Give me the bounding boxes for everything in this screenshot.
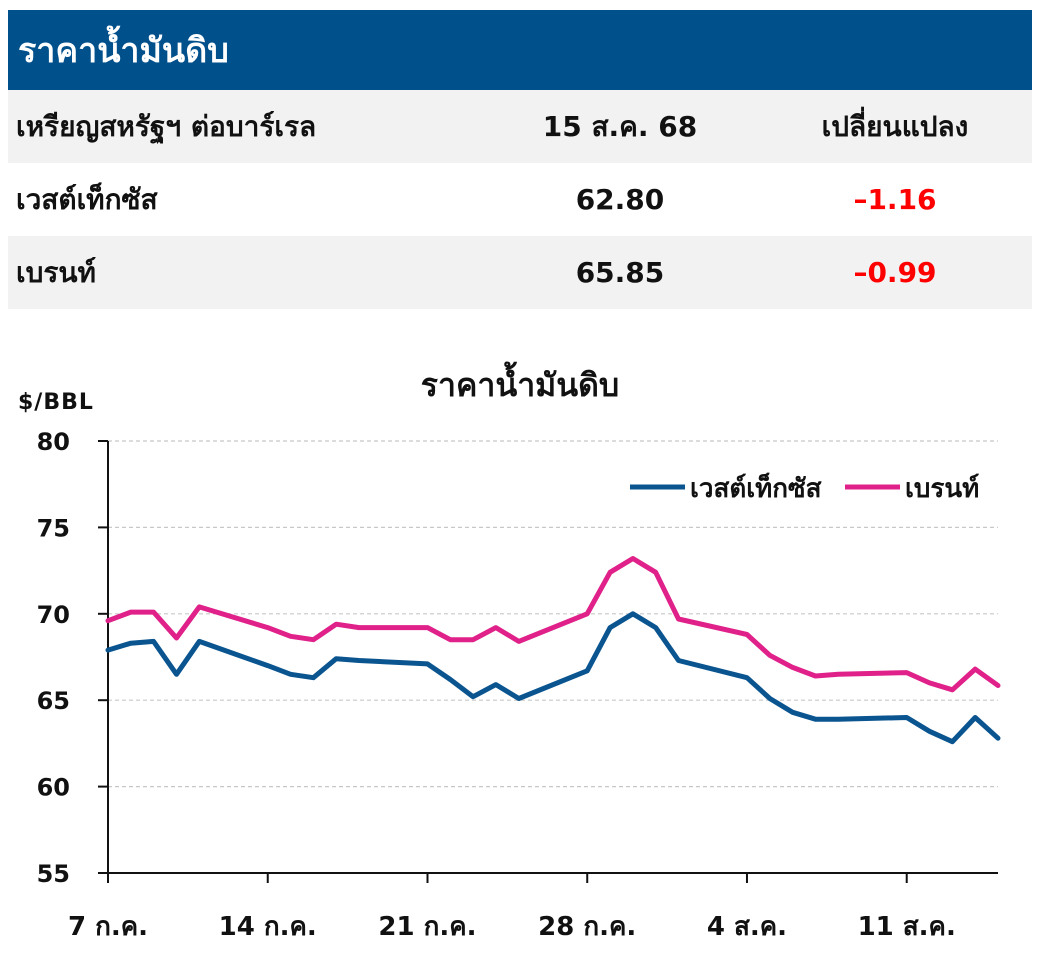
legend-label: เบรนท์ xyxy=(905,473,979,504)
y-tick-label: 55 xyxy=(37,860,70,888)
x-tick-label: 28 ก.ค. xyxy=(538,912,636,942)
table-row: เบรนท์ 65.85 –0.99 xyxy=(8,236,1032,309)
header-unit: เหรียญสหรัฐฯ ต่อบาร์เรล xyxy=(16,109,317,143)
table-row: เวสต์เท็กซัส 62.80 –1.16 xyxy=(8,163,1032,236)
table-header-row: เหรียญสหรัฐฯ ต่อบาร์เรล 15 ส.ค. 68 เปลี่… xyxy=(8,90,1032,163)
y-tick-label: 65 xyxy=(37,687,70,715)
header-change: เปลี่ยนแปลง xyxy=(821,109,969,143)
row-value-wti: 62.80 xyxy=(575,183,665,216)
row-value-brent: 65.85 xyxy=(575,256,665,289)
y-tick-label: 80 xyxy=(37,428,70,456)
y-tick-label: 75 xyxy=(37,514,70,542)
row-change-wti: –1.16 xyxy=(853,183,937,216)
x-tick-label: 21 ก.ค. xyxy=(378,912,476,942)
row-label-wti: เวสต์เท็กซัส xyxy=(16,182,158,216)
y-tick-label: 70 xyxy=(37,601,70,629)
table-title-bar: ราคาน้ำมันดิบ xyxy=(8,10,1032,90)
x-tick-label: 11 ส.ค. xyxy=(858,912,956,942)
chart-title: ราคาน้ำมันดิบ xyxy=(420,366,620,404)
header-date: 15 ส.ค. 68 xyxy=(542,109,698,143)
y-axis-unit: $/BBL xyxy=(18,390,94,415)
row-label-brent: เบรนท์ xyxy=(16,255,96,289)
x-tick-label: 4 ส.ค. xyxy=(707,912,787,942)
x-tick-label: 14 ก.ค. xyxy=(219,912,317,942)
series-line-brent xyxy=(105,556,1001,693)
x-tick-label: 7 ก.ค. xyxy=(68,912,148,942)
table-title: ราคาน้ำมันดิบ xyxy=(18,31,229,71)
row-change-brent: –0.99 xyxy=(853,256,937,289)
legend-label: เวสต์เท็กซัส xyxy=(690,472,822,504)
series-line-wti xyxy=(105,611,1001,745)
y-tick-label: 60 xyxy=(37,774,70,802)
